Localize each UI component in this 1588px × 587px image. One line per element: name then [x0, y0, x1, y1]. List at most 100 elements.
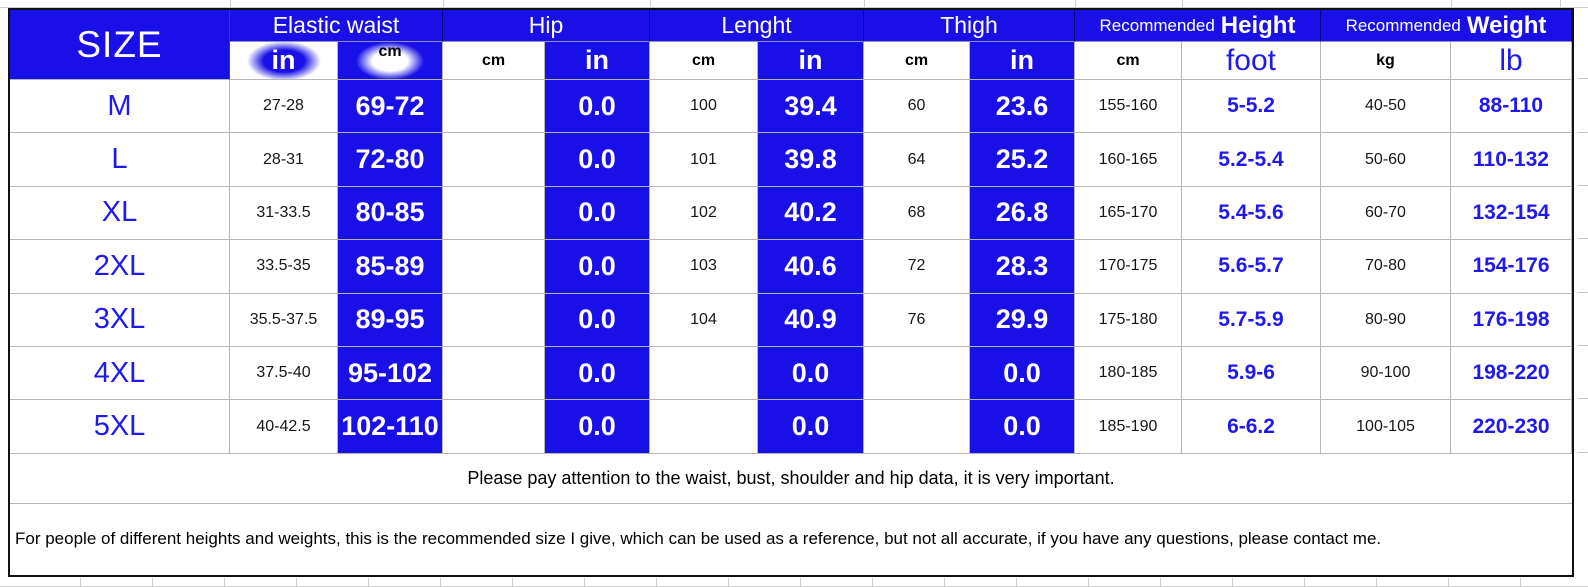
size-cell-2xl: 2XL: [10, 240, 230, 294]
size-chart-table: SIZE Please pay attention to the waist, …: [8, 8, 1574, 578]
unit-cell-in: in: [758, 42, 864, 80]
gridline-tick: [296, 578, 297, 586]
data-cell: 40-42.5: [230, 400, 338, 454]
unit-cell-cm: cm: [338, 42, 443, 80]
data-cell: 50-60: [1321, 133, 1451, 187]
group-header-elastic-waist: Elastic waist: [230, 10, 443, 42]
data-cell: 160-165: [1075, 133, 1182, 187]
data-cell: 170-175: [1075, 240, 1182, 294]
data-cell: 0.0: [545, 186, 650, 241]
unit-label: in: [271, 45, 296, 75]
size-cell-m: M: [10, 80, 230, 134]
note-important: Please pay attention to the waist, bust,…: [10, 454, 1572, 504]
data-cell: 180-185: [1075, 346, 1182, 401]
gridline-tick: [872, 578, 873, 586]
data-cell: 102-110: [338, 400, 443, 454]
gridline-tick: [728, 578, 729, 586]
gridline-tick: [512, 578, 513, 586]
data-cell: 26.8: [970, 186, 1075, 241]
sheet-bottom-gridline: [0, 578, 1588, 587]
rec-prefix-label: Recommended: [1099, 15, 1215, 35]
row-gridline-stub: [1578, 398, 1588, 399]
size-cell-xl: XL: [10, 186, 230, 241]
data-cell: [443, 240, 545, 294]
size-column-header: SIZE: [10, 10, 230, 80]
note-disclaimer: For people of different heights and weig…: [15, 529, 1382, 549]
row-gridline-stub: [1578, 238, 1588, 239]
data-cell: 0.0: [545, 80, 650, 134]
data-cell: 176-198: [1451, 293, 1572, 347]
data-cell: 64: [864, 133, 970, 187]
data-cell: 39.8: [758, 133, 864, 187]
data-cell: 40.2: [758, 186, 864, 241]
data-cell: 25.2: [970, 133, 1075, 187]
data-cell: 76: [864, 293, 970, 347]
data-cell: 70-80: [1321, 240, 1451, 294]
row-gridline-stub: [1578, 185, 1588, 186]
gridline-tick: [80, 578, 81, 586]
group-header-weight: Recommended Weight: [1321, 10, 1572, 42]
data-cell: 154-176: [1451, 240, 1572, 294]
data-cell: 0.0: [970, 400, 1075, 454]
data-cell: 165-170: [1075, 186, 1182, 241]
data-cell: [650, 400, 758, 454]
data-cell: 0.0: [545, 133, 650, 187]
data-cell: 5.6-5.7: [1182, 240, 1321, 294]
gridline-tick: [224, 578, 225, 586]
data-cell: 60: [864, 80, 970, 134]
size-cell-3xl: 3XL: [10, 293, 230, 347]
sheet-top-gridline: [0, 0, 1588, 8]
data-cell: 80-90: [1321, 293, 1451, 347]
data-cell: 33.5-35: [230, 240, 338, 294]
data-cell: 102: [650, 186, 758, 241]
rec-prefix-label: Recommended: [1345, 15, 1461, 35]
data-cell: 100: [650, 80, 758, 134]
data-cell: 89-95: [338, 293, 443, 347]
gridline-tick: [864, 0, 865, 7]
data-cell: 27-28: [230, 80, 338, 134]
data-cell: 0.0: [758, 400, 864, 454]
data-cell: 0.0: [758, 346, 864, 401]
data-cell: 60-70: [1321, 186, 1451, 241]
group-header-thigh: Thigh: [864, 10, 1075, 42]
gridline-tick: [1088, 578, 1089, 586]
data-cell: 90-100: [1321, 346, 1451, 401]
data-cell: 175-180: [1075, 293, 1182, 347]
rec-main-label: Weight: [1466, 11, 1547, 39]
paint-blob: in: [246, 42, 321, 79]
data-cell: 110-132: [1451, 133, 1572, 187]
data-cell: 40.9: [758, 293, 864, 347]
gridline-tick: [1075, 0, 1076, 7]
data-cell: 23.6: [970, 80, 1075, 134]
data-cell: 103: [650, 240, 758, 294]
gridline-tick: [1016, 578, 1017, 586]
gridline-tick: [1520, 578, 1521, 586]
data-cell: 5.2-5.4: [1182, 133, 1321, 187]
gridline-tick: [1560, 0, 1561, 7]
data-cell: 28.3: [970, 240, 1075, 294]
data-cell: 5.7-5.9: [1182, 293, 1321, 347]
data-cell: [864, 346, 970, 401]
data-cell: 6-6.2: [1182, 400, 1321, 454]
data-cell: 198-220: [1451, 346, 1572, 401]
data-cell: 68: [864, 186, 970, 241]
data-cell: 101: [650, 133, 758, 187]
data-cell: 104: [650, 293, 758, 347]
unit-label: cm: [378, 42, 402, 60]
data-cell: 132-154: [1451, 186, 1572, 241]
row-gridline-stub: [1578, 345, 1588, 346]
data-cell: 40-50: [1321, 80, 1451, 134]
data-cell: 0.0: [545, 240, 650, 294]
data-cell: 0.0: [545, 293, 650, 347]
data-cell: 69-72: [338, 80, 443, 134]
gridline-tick: [944, 578, 945, 586]
data-cell: 31-33.5: [230, 186, 338, 241]
data-cell: 0.0: [545, 400, 650, 454]
data-cell: 85-89: [338, 240, 443, 294]
data-cell: [443, 80, 545, 134]
unit-cell-cm: cm: [864, 42, 970, 80]
row-gridline-stub: [1578, 452, 1588, 453]
data-cell: 0.0: [545, 346, 650, 401]
data-cell: [443, 133, 545, 187]
